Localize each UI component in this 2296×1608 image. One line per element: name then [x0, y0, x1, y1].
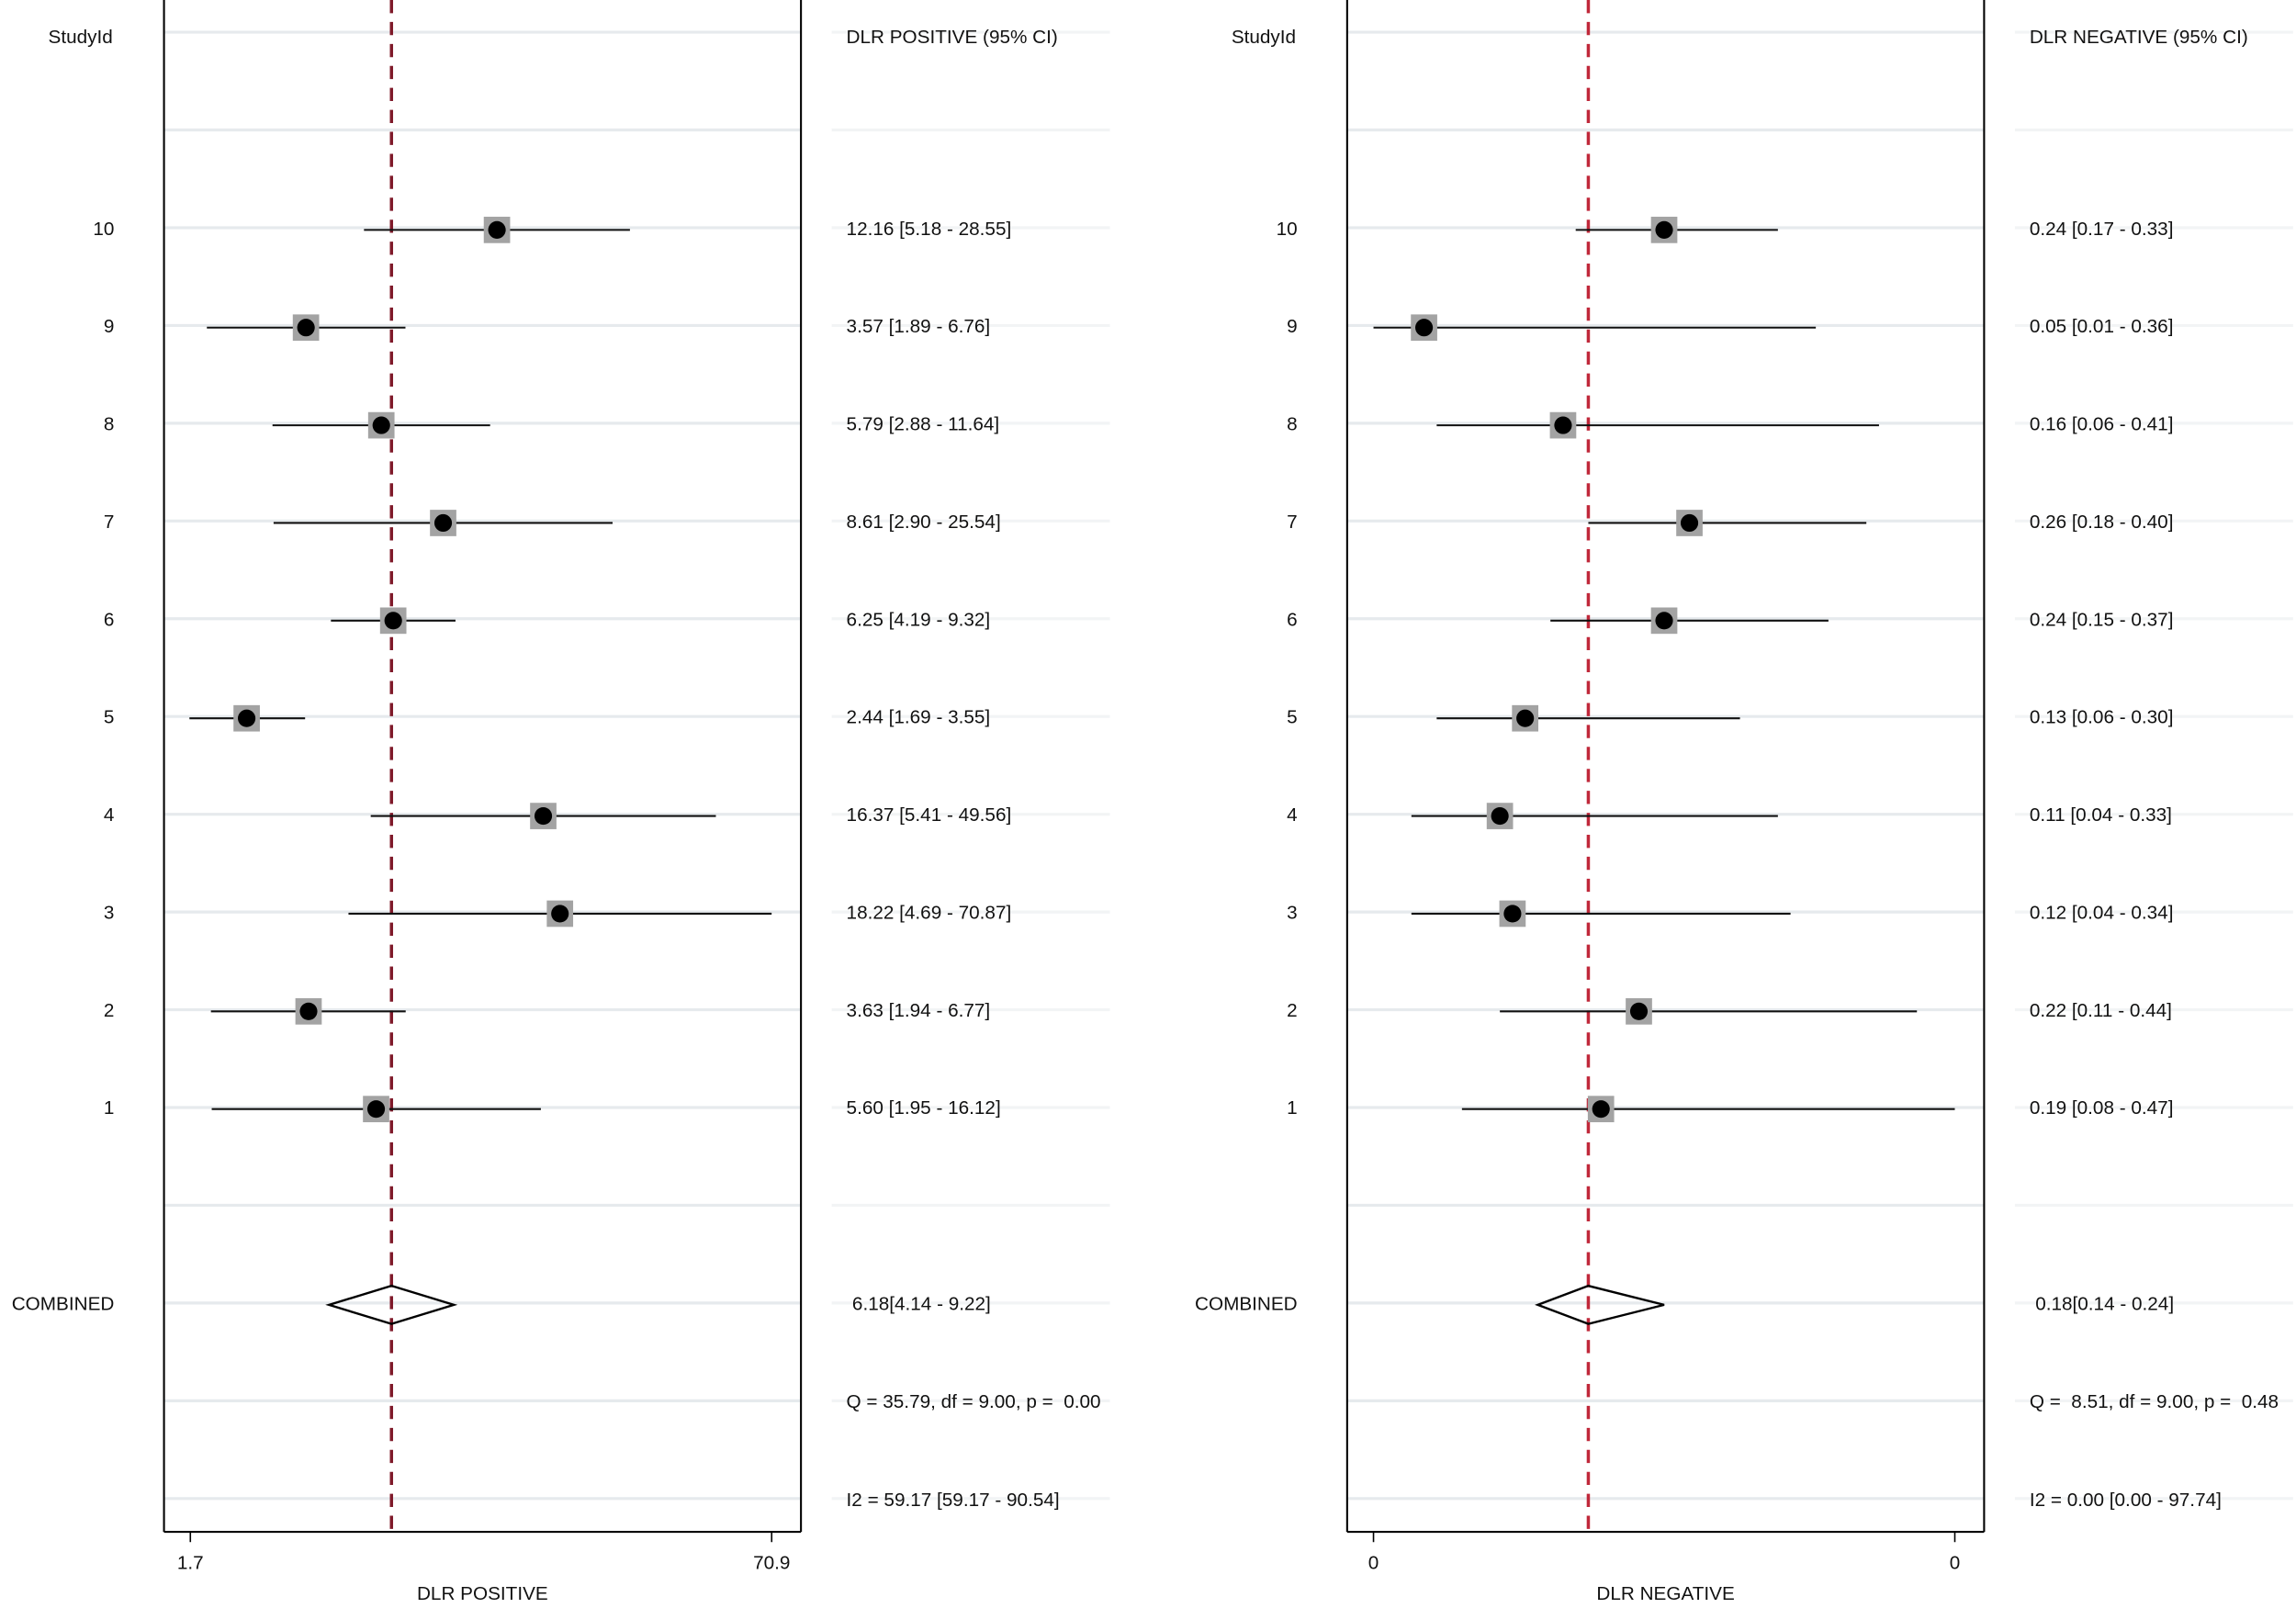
study-id: 7 — [104, 512, 115, 533]
study-id: 5 — [104, 707, 115, 728]
study-id: 2 — [104, 1000, 115, 1021]
study-id: 10 — [1277, 219, 1298, 240]
estimate-label: 8.61 [2.90 - 25.54] — [847, 512, 1001, 533]
study-id: 10 — [93, 219, 114, 240]
estimate-label: 0.12 [0.04 - 0.34] — [2030, 902, 2174, 923]
combined-label: COMBINED — [1195, 1293, 1298, 1314]
study-id: 8 — [104, 414, 115, 435]
study-id: 3 — [104, 902, 115, 923]
estimate-label: 3.57 [1.89 - 6.76] — [847, 316, 991, 337]
study-id: 5 — [1287, 707, 1298, 728]
point-estimate — [238, 709, 256, 727]
x-tick-label: 70.9 — [753, 1553, 790, 1574]
point-estimate — [372, 416, 390, 434]
point-estimate — [384, 612, 402, 630]
point-estimate — [1592, 1100, 1610, 1119]
point-estimate — [1491, 807, 1509, 826]
point-estimate — [1554, 416, 1572, 434]
estimate-label: 18.22 [4.69 - 70.87] — [847, 902, 1012, 923]
point-estimate — [551, 905, 569, 923]
study-id: 9 — [1287, 316, 1298, 337]
estimate-header: DLR NEGATIVE (95% CI) — [2030, 27, 2248, 48]
point-estimate — [299, 1002, 318, 1020]
combined-label: COMBINED — [12, 1293, 115, 1314]
id-header: StudyId — [1232, 27, 1296, 48]
point-estimate — [1629, 1002, 1649, 1020]
estimate-label: 0.11 [0.04 - 0.33] — [2030, 804, 2172, 826]
estimate-label: 16.37 [5.41 - 49.56] — [847, 804, 1012, 826]
point-estimate — [297, 319, 315, 337]
study-id: 6 — [104, 609, 115, 630]
point-estimate — [1415, 319, 1434, 337]
study-id: 7 — [1287, 512, 1298, 533]
point-estimate — [1655, 612, 1673, 630]
id-header: StudyId — [49, 27, 113, 48]
heterogeneity-stat: Q = 35.79, df = 9.00, p = 0.00 — [847, 1391, 1101, 1412]
estimate-label: 3.63 [1.94 - 6.77] — [847, 1000, 991, 1021]
estimate-label: 0.24 [0.17 - 0.33] — [2030, 219, 2174, 240]
study-id: 8 — [1287, 414, 1298, 435]
estimate-label: 5.60 [1.95 - 16.12] — [847, 1097, 1001, 1119]
point-estimate — [1503, 905, 1522, 923]
x-axis-label: DLR NEGATIVE — [1596, 1583, 1734, 1604]
study-id: 9 — [104, 316, 115, 337]
point-estimate — [1516, 709, 1535, 727]
estimate-label: 0.13 [0.06 - 0.30] — [2030, 707, 2174, 728]
x-axis-label: DLR POSITIVE — [417, 1583, 548, 1604]
estimate-label: 0.19 [0.08 - 0.47] — [2030, 1097, 2174, 1119]
study-id: 4 — [1287, 804, 1298, 826]
point-estimate — [1655, 220, 1673, 239]
study-id: 3 — [1287, 902, 1298, 923]
study-id: 2 — [1287, 1000, 1298, 1021]
study-id: 1 — [1287, 1097, 1298, 1119]
heterogeneity-stat: Q = 8.51, df = 9.00, p = 0.48 — [2030, 1391, 2279, 1412]
x-tick-label: 1.7 — [177, 1553, 204, 1574]
study-id: 1 — [104, 1097, 115, 1119]
combined-diamond — [1535, 1284, 1665, 1325]
estimate-label: 2.44 [1.69 - 3.55] — [847, 707, 991, 728]
estimate-label: 12.16 [5.18 - 28.55] — [847, 219, 1012, 240]
heterogeneity-stat: I2 = 0.00 [0.00 - 97.74] — [2030, 1490, 2222, 1511]
study-id: 6 — [1287, 609, 1298, 630]
estimate-header: DLR POSITIVE (95% CI) — [847, 27, 1058, 48]
point-estimate — [534, 807, 553, 826]
estimate-label: 0.26 [0.18 - 0.40] — [2030, 512, 2174, 533]
combined-diamond — [325, 1284, 458, 1325]
study-id: 4 — [104, 804, 115, 826]
estimate-label: 0.24 [0.15 - 0.37] — [2030, 609, 2174, 630]
combined-estimate: 0.18[0.14 - 0.24] — [2035, 1293, 2174, 1314]
point-estimate — [1680, 513, 1699, 533]
x-tick-label: 0 — [1950, 1553, 1961, 1574]
estimate-label: 0.16 [0.06 - 0.41] — [2030, 414, 2174, 435]
heterogeneity-stat: I2 = 59.17 [59.17 - 90.54] — [847, 1490, 1060, 1511]
estimate-label: 5.79 [2.88 - 11.64] — [847, 414, 1000, 435]
x-tick-label: 0 — [1368, 1553, 1379, 1574]
point-estimate — [433, 513, 453, 533]
estimate-label: 0.22 [0.11 - 0.44] — [2030, 1000, 2172, 1021]
estimate-label: 0.05 [0.01 - 0.36] — [2030, 316, 2174, 337]
point-estimate — [366, 1100, 386, 1119]
combined-estimate: 6.18[4.14 - 9.22] — [852, 1293, 991, 1314]
point-estimate — [488, 220, 506, 239]
estimate-label: 6.25 [4.19 - 9.32] — [847, 609, 991, 630]
